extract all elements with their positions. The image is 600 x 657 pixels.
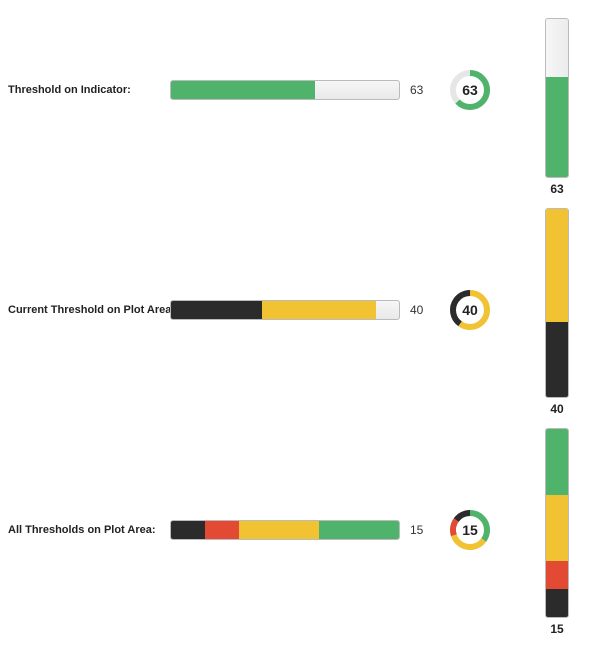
row-label: All Thresholds on Plot Area: bbox=[8, 524, 156, 536]
donut-value: 63 bbox=[448, 68, 492, 112]
hbar-seg bbox=[171, 521, 205, 539]
vbar-current-threshold bbox=[545, 208, 569, 398]
donut-current-threshold: 40 bbox=[448, 288, 492, 332]
vbar-value: 63 bbox=[545, 182, 569, 196]
hbar-value: 63 bbox=[410, 83, 423, 97]
donut-value: 40 bbox=[448, 288, 492, 332]
vbar-threshold-on-indicator bbox=[545, 18, 569, 178]
vbar-seg bbox=[546, 561, 568, 589]
row-label: Threshold on Indicator: bbox=[8, 84, 131, 96]
hbar-threshold-on-indicator bbox=[170, 80, 400, 100]
hbar-current-threshold bbox=[170, 300, 400, 320]
hbar-seg bbox=[239, 521, 319, 539]
vbar-seg bbox=[546, 209, 568, 322]
vbar-seg bbox=[546, 495, 568, 561]
hbar-seg bbox=[319, 521, 399, 539]
donut-value: 15 bbox=[448, 508, 492, 552]
row-label: Current Threshold on Plot Area: bbox=[8, 304, 175, 316]
vbar-value: 40 bbox=[545, 402, 569, 416]
vbar-seg bbox=[546, 77, 568, 177]
hbar-all-thresholds bbox=[170, 520, 400, 540]
hbar-seg bbox=[262, 301, 376, 319]
hbar-seg bbox=[171, 81, 315, 99]
donut-all-thresholds: 15 bbox=[448, 508, 492, 552]
vbar-value: 15 bbox=[545, 622, 569, 636]
vbar-all-thresholds bbox=[545, 428, 569, 618]
hbar-value: 15 bbox=[410, 523, 423, 537]
hbar-seg bbox=[205, 521, 239, 539]
vbar-seg bbox=[546, 429, 568, 495]
vbar-seg bbox=[546, 589, 568, 617]
donut-threshold-on-indicator: 63 bbox=[448, 68, 492, 112]
vbar-seg bbox=[546, 322, 568, 397]
hbar-seg bbox=[171, 301, 262, 319]
hbar-value: 40 bbox=[410, 303, 423, 317]
